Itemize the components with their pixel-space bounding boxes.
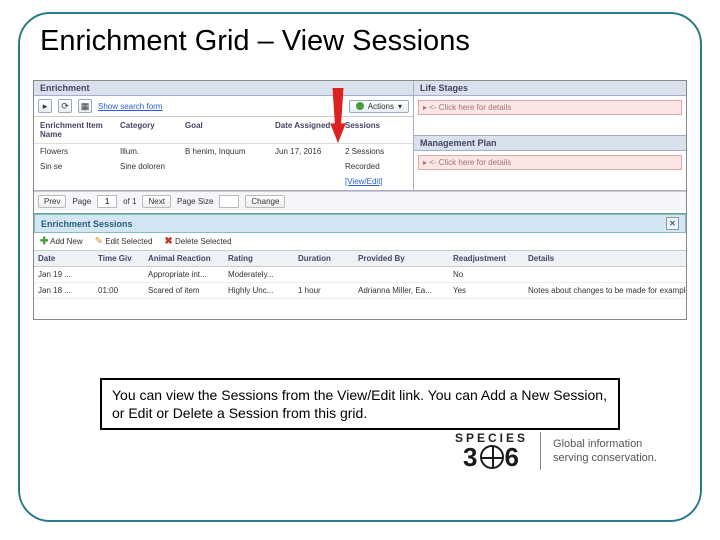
page-input[interactable] <box>97 195 117 208</box>
app-screenshot: Enrichment ▸ ⟳ ▦ Show search form Action… <box>33 80 687 320</box>
col-date: Date Assigned <box>275 121 345 139</box>
life-stages-header: Life Stages <box>414 81 686 96</box>
col-date: Date <box>34 251 94 266</box>
species360-logo: SPECIES 3 6 <box>455 432 528 470</box>
logo-divider <box>540 432 541 470</box>
change-button[interactable]: Change <box>245 195 285 208</box>
refresh-icon[interactable]: ⟳ <box>58 99 72 113</box>
sessions-toolbar: ✚ Add New ✎ Edit Selected ✖ Delete Selec… <box>34 233 686 251</box>
caption-box: You can view the Sessions from the View/… <box>100 378 620 430</box>
mgmt-plan-header: Management Plan <box>414 136 686 151</box>
slide-title: Enrichment Grid – View Sessions <box>40 25 470 58</box>
col-sessions: Sessions <box>345 121 405 139</box>
life-stages-placeholder[interactable]: ▸ <- Click here for details <box>418 100 682 115</box>
col-goal: Goal <box>185 121 275 139</box>
page-of: of 1 <box>123 197 136 206</box>
close-icon[interactable]: ✕ <box>666 217 679 230</box>
table-row[interactable]: Jan 19 ... Appropriate int... Moderately… <box>34 267 686 283</box>
col-name: Enrichment Item Name <box>40 121 120 139</box>
col-provided: Provided By <box>354 251 449 266</box>
grid-icon[interactable]: ▦ <box>78 99 92 113</box>
col-rating: Rating <box>224 251 294 266</box>
pencil-icon: ✎ <box>95 236 103 247</box>
actions-label: Actions <box>368 102 394 111</box>
view-edit-link[interactable]: [View/Edit] <box>345 177 383 186</box>
life-stages-panel: Life Stages ▸ <- Click here for details <box>414 81 686 136</box>
mgmt-plan-placeholder[interactable]: ▸ <- Click here for details <box>418 155 682 170</box>
table-row[interactable]: Flowers Illum. B henim, Inquum Jun 17, 2… <box>34 144 413 159</box>
globe-icon <box>480 445 504 469</box>
logo-3: 3 <box>463 444 478 470</box>
chevron-down-icon: ▾ <box>398 102 402 111</box>
table-row[interactable]: Sin se Sine doloren Recorded <box>34 159 413 174</box>
next-button[interactable]: Next <box>142 195 170 208</box>
viewedit-row: [View/Edit] <box>34 174 413 189</box>
page-label: Page <box>72 197 91 206</box>
edit-selected-button[interactable]: ✎ Edit Selected <box>95 236 153 247</box>
expand-icon[interactable]: ▸ <box>38 99 52 113</box>
show-search-link[interactable]: Show search form <box>98 102 162 111</box>
add-new-button[interactable]: ✚ Add New <box>40 236 83 247</box>
sessions-columns: Date Time Giv Animal Reaction Rating Dur… <box>34 251 686 267</box>
logo-tagline: Global information serving conservation. <box>553 437 657 466</box>
delete-selected-button[interactable]: ✖ Delete Selected <box>164 236 231 247</box>
enrichment-panel-header: Enrichment <box>34 81 413 96</box>
sessions-title: Enrichment Sessions <box>41 219 133 229</box>
mgmt-plan-panel: Management Plan ▸ <- Click here for deta… <box>414 136 686 191</box>
logo-6: 6 <box>505 444 520 470</box>
delete-icon: ✖ <box>164 236 172 247</box>
col-duration: Duration <box>294 251 354 266</box>
col-details: Details <box>524 251 686 266</box>
table-row[interactable]: Jan 18 ... 01:00 Scared of item Highly U… <box>34 283 686 299</box>
sessions-panel: Enrichment Sessions ✕ ✚ Add New ✎ Edit S… <box>34 213 686 299</box>
col-readjust: Readjustment <box>449 251 524 266</box>
col-category: Category <box>120 121 185 139</box>
enrichment-toolbar: ▸ ⟳ ▦ Show search form Actions ▾ <box>34 96 413 117</box>
col-time: Time Giv <box>94 251 144 266</box>
logo-area: SPECIES 3 6 Global information serving c… <box>455 432 657 470</box>
plus-icon: ✚ <box>40 236 48 247</box>
gear-icon <box>356 102 364 110</box>
actions-button[interactable]: Actions ▾ <box>349 100 409 113</box>
enrichment-panel: Enrichment ▸ ⟳ ▦ Show search form Action… <box>34 81 414 191</box>
pagesize-input[interactable] <box>219 195 239 208</box>
sessions-header: Enrichment Sessions ✕ <box>34 214 686 233</box>
pagesize-label: Page Size <box>177 197 213 206</box>
enrichment-pager: Prev Page of 1 Next Page Size Change <box>34 191 686 211</box>
enrichment-columns: Enrichment Item Name Category Goal Date … <box>34 117 413 144</box>
col-reaction: Animal Reaction <box>144 251 224 266</box>
prev-button[interactable]: Prev <box>38 195 66 208</box>
